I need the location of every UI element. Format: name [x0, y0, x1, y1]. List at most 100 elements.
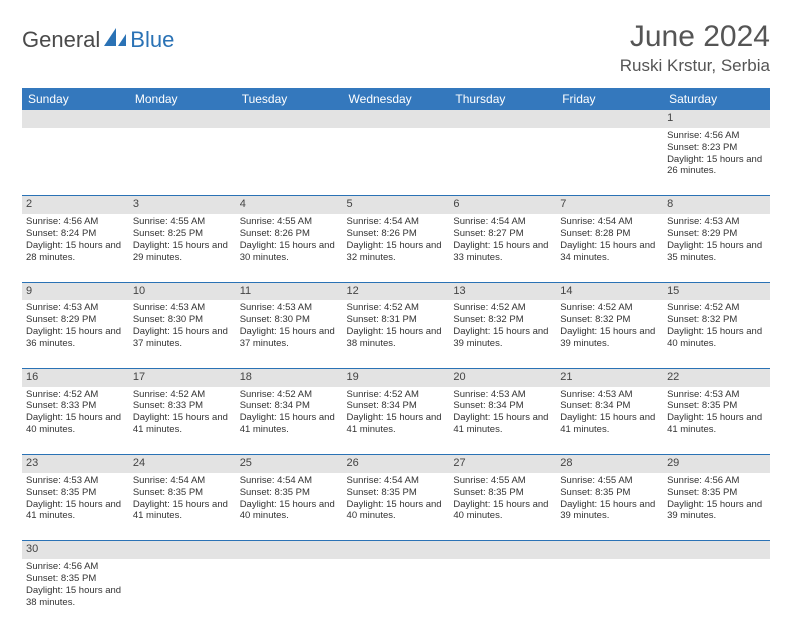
sunrise-line: Sunrise: 4:54 AM	[347, 216, 446, 228]
week-row: Sunrise: 4:52 AMSunset: 8:33 PMDaylight:…	[22, 387, 770, 455]
sunrise-line: Sunrise: 4:54 AM	[560, 216, 659, 228]
daylight-line: Daylight: 15 hours and 41 minutes.	[133, 412, 232, 436]
sunset-line: Sunset: 8:35 PM	[240, 487, 339, 499]
logo-text-general: General	[22, 27, 100, 53]
day-cell	[129, 559, 236, 627]
day-number-cell: 13	[449, 282, 556, 300]
day-cell: Sunrise: 4:54 AMSunset: 8:35 PMDaylight:…	[236, 473, 343, 541]
day-cell: Sunrise: 4:54 AMSunset: 8:28 PMDaylight:…	[556, 214, 663, 282]
day-cell: Sunrise: 4:56 AMSunset: 8:35 PMDaylight:…	[663, 473, 770, 541]
title-block: June 2024 Ruski Krstur, Serbia	[620, 20, 770, 76]
day-number-cell	[129, 541, 236, 559]
daylight-line: Daylight: 15 hours and 40 minutes.	[347, 499, 446, 523]
day-cell: Sunrise: 4:53 AMSunset: 8:30 PMDaylight:…	[236, 300, 343, 368]
sunset-line: Sunset: 8:30 PM	[240, 314, 339, 326]
daylight-line: Daylight: 15 hours and 40 minutes.	[667, 326, 766, 350]
week-number-row: 1	[22, 110, 770, 128]
sunrise-line: Sunrise: 4:54 AM	[240, 475, 339, 487]
week-row: Sunrise: 4:53 AMSunset: 8:35 PMDaylight:…	[22, 473, 770, 541]
daylight-line: Daylight: 15 hours and 33 minutes.	[453, 240, 552, 264]
daylight-line: Daylight: 15 hours and 32 minutes.	[347, 240, 446, 264]
day-cell	[556, 559, 663, 627]
sunset-line: Sunset: 8:32 PM	[560, 314, 659, 326]
daylight-line: Daylight: 15 hours and 38 minutes.	[347, 326, 446, 350]
day-number-cell: 14	[556, 282, 663, 300]
day-number-cell: 19	[343, 368, 450, 386]
daylight-line: Daylight: 15 hours and 37 minutes.	[133, 326, 232, 350]
daylight-line: Daylight: 15 hours and 39 minutes.	[667, 499, 766, 523]
day-number-cell: 30	[22, 541, 129, 559]
day-cell: Sunrise: 4:54 AMSunset: 8:26 PMDaylight:…	[343, 214, 450, 282]
daylight-line: Daylight: 15 hours and 38 minutes.	[26, 585, 125, 609]
day-number-cell: 7	[556, 196, 663, 214]
day-cell: Sunrise: 4:55 AMSunset: 8:35 PMDaylight:…	[556, 473, 663, 541]
daylight-line: Daylight: 15 hours and 40 minutes.	[26, 412, 125, 436]
sunset-line: Sunset: 8:34 PM	[453, 400, 552, 412]
daylight-line: Daylight: 15 hours and 39 minutes.	[560, 499, 659, 523]
week-number-row: 2345678	[22, 196, 770, 214]
day-cell	[343, 559, 450, 627]
daylight-line: Daylight: 15 hours and 34 minutes.	[560, 240, 659, 264]
week-number-row: 23242526272829	[22, 455, 770, 473]
sunset-line: Sunset: 8:35 PM	[26, 573, 125, 585]
sunset-line: Sunset: 8:32 PM	[453, 314, 552, 326]
week-row: Sunrise: 4:56 AMSunset: 8:23 PMDaylight:…	[22, 128, 770, 196]
day-cell: Sunrise: 4:53 AMSunset: 8:35 PMDaylight:…	[663, 387, 770, 455]
sunrise-line: Sunrise: 4:53 AM	[453, 389, 552, 401]
sunrise-line: Sunrise: 4:52 AM	[453, 302, 552, 314]
sunset-line: Sunset: 8:24 PM	[26, 228, 125, 240]
sunrise-line: Sunrise: 4:55 AM	[560, 475, 659, 487]
day-cell: Sunrise: 4:53 AMSunset: 8:30 PMDaylight:…	[129, 300, 236, 368]
sunrise-line: Sunrise: 4:55 AM	[453, 475, 552, 487]
week-number-row: 9101112131415	[22, 282, 770, 300]
day-cell: Sunrise: 4:54 AMSunset: 8:27 PMDaylight:…	[449, 214, 556, 282]
sunrise-line: Sunrise: 4:52 AM	[26, 389, 125, 401]
sunset-line: Sunset: 8:23 PM	[667, 142, 766, 154]
sunset-line: Sunset: 8:29 PM	[667, 228, 766, 240]
day-cell: Sunrise: 4:52 AMSunset: 8:32 PMDaylight:…	[449, 300, 556, 368]
day-cell: Sunrise: 4:53 AMSunset: 8:34 PMDaylight:…	[556, 387, 663, 455]
day-cell	[449, 128, 556, 196]
day-number-cell	[129, 110, 236, 128]
day-number-cell: 23	[22, 455, 129, 473]
sunset-line: Sunset: 8:27 PM	[453, 228, 552, 240]
day-cell: Sunrise: 4:53 AMSunset: 8:29 PMDaylight:…	[22, 300, 129, 368]
daylight-line: Daylight: 15 hours and 26 minutes.	[667, 154, 766, 178]
daylight-line: Daylight: 15 hours and 40 minutes.	[240, 499, 339, 523]
day-number-cell	[556, 110, 663, 128]
sunrise-line: Sunrise: 4:52 AM	[667, 302, 766, 314]
sunrise-line: Sunrise: 4:52 AM	[240, 389, 339, 401]
day-cell	[129, 128, 236, 196]
day-number-cell: 21	[556, 368, 663, 386]
day-cell: Sunrise: 4:56 AMSunset: 8:23 PMDaylight:…	[663, 128, 770, 196]
sunset-line: Sunset: 8:34 PM	[240, 400, 339, 412]
daylight-line: Daylight: 15 hours and 41 minutes.	[453, 412, 552, 436]
day-cell: Sunrise: 4:52 AMSunset: 8:32 PMDaylight:…	[556, 300, 663, 368]
sunrise-line: Sunrise: 4:54 AM	[453, 216, 552, 228]
sunset-line: Sunset: 8:35 PM	[667, 487, 766, 499]
daylight-line: Daylight: 15 hours and 39 minutes.	[453, 326, 552, 350]
day-number-cell: 26	[343, 455, 450, 473]
day-cell	[449, 559, 556, 627]
sunset-line: Sunset: 8:34 PM	[347, 400, 446, 412]
day-header-row: Sunday Monday Tuesday Wednesday Thursday…	[22, 88, 770, 110]
logo-text-blue: Blue	[130, 27, 174, 53]
daylight-line: Daylight: 15 hours and 41 minutes.	[26, 499, 125, 523]
sunset-line: Sunset: 8:35 PM	[453, 487, 552, 499]
day-cell: Sunrise: 4:54 AMSunset: 8:35 PMDaylight:…	[129, 473, 236, 541]
daylight-line: Daylight: 15 hours and 30 minutes.	[240, 240, 339, 264]
sunset-line: Sunset: 8:35 PM	[133, 487, 232, 499]
sunrise-line: Sunrise: 4:53 AM	[667, 389, 766, 401]
day-number-cell: 8	[663, 196, 770, 214]
day-number-cell	[22, 110, 129, 128]
day-cell: Sunrise: 4:53 AMSunset: 8:29 PMDaylight:…	[663, 214, 770, 282]
sunrise-line: Sunrise: 4:54 AM	[347, 475, 446, 487]
day-number-cell	[449, 541, 556, 559]
day-number-cell	[236, 110, 343, 128]
day-header: Sunday	[22, 88, 129, 110]
day-number-cell: 5	[343, 196, 450, 214]
day-number-cell: 24	[129, 455, 236, 473]
day-number-cell	[343, 110, 450, 128]
day-cell	[343, 128, 450, 196]
sunset-line: Sunset: 8:35 PM	[347, 487, 446, 499]
